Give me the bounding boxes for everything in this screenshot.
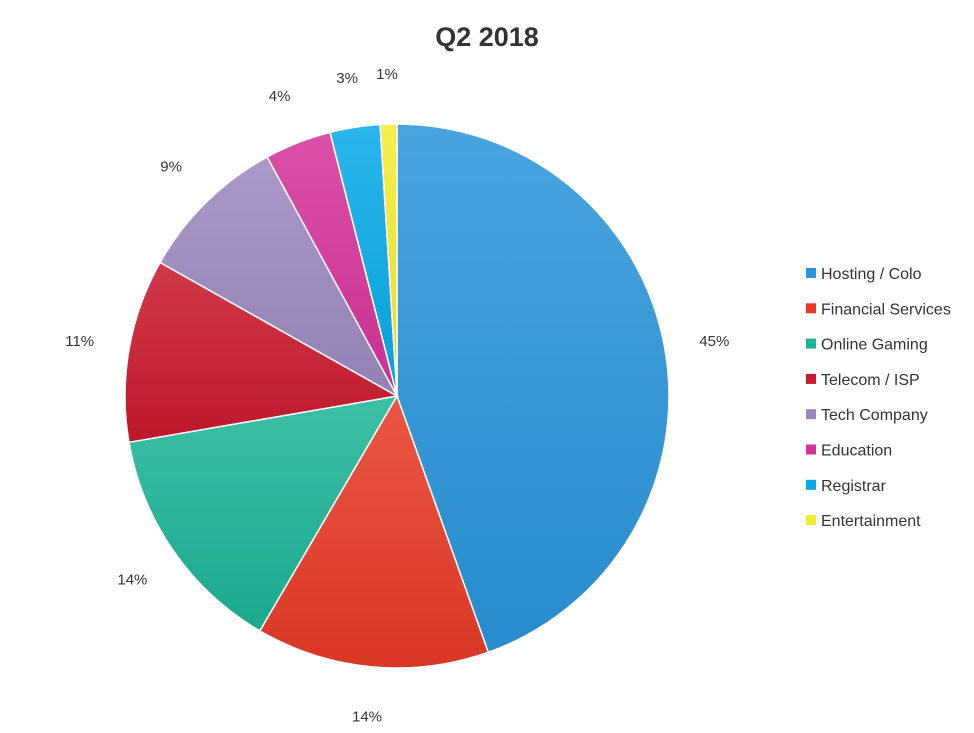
legend-swatch: [806, 373, 816, 384]
legend-label: Telecom / ISP: [821, 372, 920, 389]
data-label-tech-company: 9%: [160, 159, 182, 176]
legend-label: Entertainment: [821, 513, 921, 530]
data-label-education: 4%: [269, 88, 291, 105]
pie-slices: [124, 123, 670, 669]
legend-label: Education: [821, 443, 892, 460]
pie-slice-financial-services: [258, 394, 490, 669]
pie-slice-tech-company: [159, 155, 399, 398]
legend-swatch: [806, 303, 816, 314]
legend-label: Hosting / Colo: [821, 266, 922, 283]
pie-slice-entertainment: [379, 123, 398, 397]
legend-swatch: [806, 515, 816, 526]
legend-item-online-gaming: Online Gaming: [806, 337, 928, 354]
data-label-financial-services: 14%: [352, 709, 382, 726]
legend-swatch: [806, 268, 816, 278]
legend-swatch: [806, 479, 816, 490]
pie-slice-hosting-colo: [396, 123, 670, 654]
legend-label: Tech Company: [821, 407, 928, 424]
legend-item-education: Education: [806, 443, 892, 460]
legend-item-financial-services: Financial Services: [806, 301, 951, 318]
data-label-hosting-colo: 45%: [699, 333, 729, 350]
legend-swatch: [806, 338, 816, 349]
pie-slice-telecom-isp: [124, 261, 400, 444]
legend-label: Financial Services: [821, 301, 951, 318]
legend-item-hosting-colo: Hosting / Colo: [806, 266, 922, 283]
legend-label: Online Gaming: [821, 337, 928, 354]
pie-data-labels: 45% 14% 14% 11% 9% 4% 3% 1%: [65, 66, 729, 725]
data-label-entertainment: 1%: [376, 66, 398, 83]
legend-label: Registrar: [821, 478, 887, 495]
legend-item-registrar: Registrar: [806, 478, 887, 495]
legend-item-telecom-isp: Telecom / ISP: [806, 372, 920, 389]
data-label-online-gaming: 14%: [117, 572, 147, 589]
legend-item-tech-company: Tech Company: [806, 407, 928, 424]
chart-title: Q2 2018: [435, 22, 539, 52]
legend-swatch: [806, 409, 816, 420]
legend-swatch: [806, 444, 816, 455]
pie-slice-online-gaming: [128, 394, 399, 632]
chart-legend: Hosting / Colo Financial Services Online G…: [806, 266, 951, 530]
data-label-registrar: 3%: [336, 70, 358, 87]
data-label-telecom-isp: 11%: [65, 333, 94, 350]
legend-item-entertainment: Entertainment: [806, 513, 921, 530]
